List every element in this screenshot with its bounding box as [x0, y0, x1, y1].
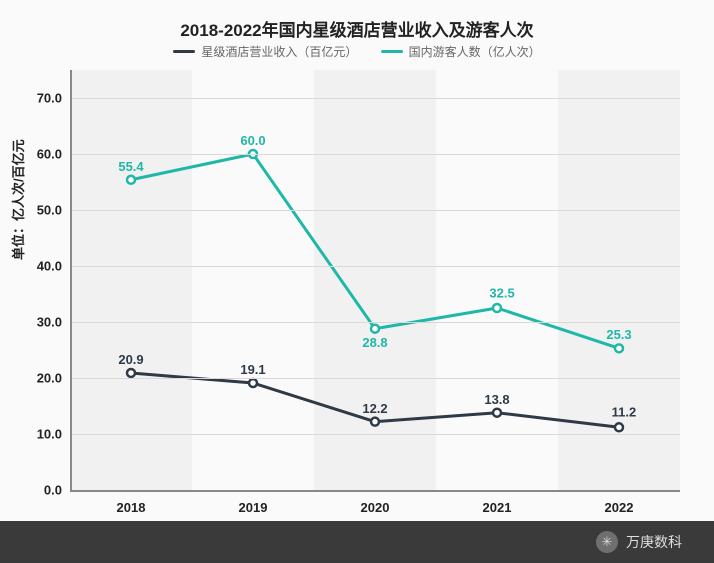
legend-label-revenue: 星级酒店营业收入（百亿元）	[201, 43, 357, 60]
marker-tourists	[371, 325, 379, 333]
gridline	[70, 210, 680, 211]
point-label-tourists: 28.8	[362, 335, 387, 350]
y-tick-label: 20.0	[16, 371, 62, 386]
x-tick-label: 2019	[239, 500, 268, 515]
marker-revenue	[371, 418, 379, 426]
point-label-tourists: 25.3	[606, 327, 631, 342]
x-tick-label: 2021	[483, 500, 512, 515]
x-axis-line	[70, 490, 680, 492]
gridline	[70, 266, 680, 267]
point-label-revenue: 11.2	[612, 405, 637, 420]
y-tick-label: 40.0	[16, 259, 62, 274]
x-tick-label: 2020	[361, 500, 390, 515]
wechat-icon: ✳	[596, 531, 618, 553]
legend-label-tourists: 国内游客人数（亿人次）	[409, 43, 541, 60]
footer-brand: 万庚数科	[626, 532, 682, 552]
legend-swatch-revenue	[173, 50, 195, 53]
marker-tourists	[127, 176, 135, 184]
chart-svg	[70, 70, 680, 490]
chart-container: 2018-2022年国内星级酒店营业收入及游客人次 星级酒店营业收入（百亿元） …	[0, 0, 714, 563]
marker-revenue	[493, 409, 501, 417]
marker-revenue	[615, 423, 623, 431]
wechat-icon-glyph: ✳	[602, 534, 613, 550]
point-label-revenue: 19.1	[240, 362, 265, 377]
legend-swatch-tourists	[381, 50, 403, 53]
y-tick-label: 30.0	[16, 315, 62, 330]
legend-item-revenue: 星级酒店营业收入（百亿元）	[173, 43, 357, 60]
point-label-tourists: 32.5	[489, 286, 514, 301]
y-tick-label: 70.0	[16, 91, 62, 106]
marker-revenue	[249, 379, 257, 387]
y-axis-line	[70, 70, 72, 490]
point-label-revenue: 20.9	[118, 352, 143, 367]
point-label-revenue: 12.2	[362, 401, 387, 416]
point-label-tourists: 60.0	[240, 133, 265, 148]
marker-tourists	[615, 344, 623, 352]
legend-item-tourists: 国内游客人数（亿人次）	[381, 43, 541, 60]
y-tick-label: 50.0	[16, 203, 62, 218]
marker-revenue	[127, 369, 135, 377]
legend: 星级酒店营业收入（百亿元） 国内游客人数（亿人次）	[0, 42, 714, 60]
gridline	[70, 322, 680, 323]
chart-title: 2018-2022年国内星级酒店营业收入及游客人次	[0, 16, 714, 41]
plot-area: 0.010.020.030.040.050.060.070.0201820192…	[70, 70, 680, 490]
footer-bar: ✳ 万庚数科	[0, 521, 714, 563]
x-tick-label: 2022	[605, 500, 634, 515]
point-label-revenue: 13.8	[484, 392, 509, 407]
gridline	[70, 154, 680, 155]
point-label-tourists: 55.4	[118, 159, 143, 174]
marker-tourists	[493, 304, 501, 312]
y-tick-label: 60.0	[16, 147, 62, 162]
x-tick-label: 2018	[117, 500, 146, 515]
gridline	[70, 434, 680, 435]
y-tick-label: 0.0	[16, 483, 62, 498]
gridline	[70, 98, 680, 99]
gridline	[70, 378, 680, 379]
series-line-tourists	[131, 154, 619, 348]
y-tick-label: 10.0	[16, 427, 62, 442]
